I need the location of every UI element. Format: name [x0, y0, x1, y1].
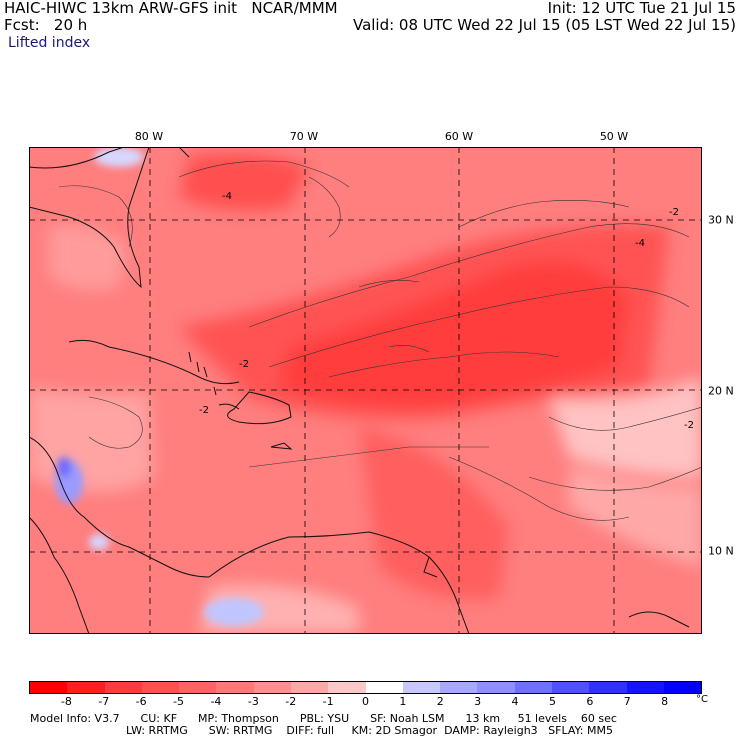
model-title: HAIC-HIWC 13km ARW-GFS init NCAR/MMM — [4, 0, 338, 17]
lat-label-10n: 10 N — [708, 544, 734, 558]
map-frame — [29, 147, 702, 634]
colorbar-tick-label: 1 — [399, 695, 407, 708]
lon-label-80w: 80 W — [134, 130, 164, 143]
model-info-row1: Model Info: V3.7 CU: KF MP: Thompson PBL… — [30, 712, 617, 725]
colorbar-swatch — [328, 682, 366, 693]
map-svg: -4 -2 -4 -2 -2 -2 — [28, 146, 703, 635]
lat-label-20n: 20 N — [708, 384, 734, 398]
li-contours — [58, 160, 703, 521]
colorbar-tick-label: -6 — [135, 695, 147, 708]
forecast-hour: Fcst: 20 h — [4, 16, 88, 34]
contour-label: -2 — [669, 207, 679, 218]
colorbar-swatch — [663, 682, 702, 693]
colorbar-tick-label: 0 — [362, 695, 369, 708]
colorbar-swatch — [104, 682, 142, 693]
colorbar-swatch — [253, 682, 291, 693]
init-time: Init: 12 UTC Tue 21 Jul 15 — [547, 0, 736, 17]
colorbar-tick-label: -5 — [173, 695, 185, 708]
contour-label: -4 — [635, 238, 645, 249]
colorbar — [29, 681, 702, 694]
colorbar-swatch — [626, 682, 664, 693]
graticule — [29, 147, 702, 634]
model-info-row2: LW: RRTMG SW: RRTMG DIFF: full KM: 2D Sm… — [126, 724, 613, 737]
colorbar-ticks: -8 -7 -6 -5 -4 -3 -2 -1 0 1 2 3 4 5 6 7 8 — [29, 694, 702, 710]
colorbar-tick-label: -1 — [322, 695, 334, 708]
colorbar-swatch — [290, 682, 329, 693]
colorbar-tick-label: 6 — [586, 695, 594, 708]
colorbar-tick-label: 7 — [623, 695, 631, 708]
contour-label: -2 — [239, 359, 249, 370]
colorbar-tick-label: 3 — [474, 695, 482, 708]
colorbar-tick-label: 5 — [548, 695, 556, 708]
positive-li-patches — [55, 147, 264, 626]
lon-label-70w: 70 W — [289, 130, 319, 143]
colorbar-swatch — [216, 682, 254, 693]
coastlines — [28, 146, 690, 635]
contour-label: -2 — [684, 420, 694, 431]
colorbar-swatch — [440, 682, 478, 693]
lifted-index-map: -4 -2 -4 -2 -2 -2 — [28, 146, 703, 635]
colorbar-swatch — [514, 682, 552, 693]
colorbar-swatch — [365, 682, 403, 693]
lat-label-30n: 30 N — [708, 213, 734, 227]
colorbar-swatch — [67, 682, 105, 693]
shading-layer — [29, 153, 702, 634]
colorbar-swatch — [402, 682, 441, 693]
lon-label-60w: 60 W — [444, 130, 474, 143]
colorbar-swatch — [477, 682, 515, 693]
colorbar-tick-label: -7 — [98, 695, 110, 708]
field-name: Lifted index — [8, 35, 91, 51]
colorbar-tick-label: 2 — [436, 695, 444, 708]
colorbar-tick-label: 4 — [511, 695, 519, 708]
lon-label-50w: 50 W — [599, 130, 629, 143]
colorbar-swatch — [141, 682, 180, 693]
colorbar-tick-label: -3 — [247, 695, 259, 708]
colorbar-tick-label: 8 — [661, 695, 669, 708]
colorbar-swatch — [179, 682, 217, 693]
colorbar-tick-label: -8 — [60, 695, 72, 708]
valid-time: Valid: 08 UTC Wed 22 Jul 15 (05 LST Wed … — [352, 16, 736, 34]
colorbar-tick-label: -4 — [210, 695, 222, 708]
colorbar-swatch — [551, 682, 590, 693]
colorbar-swatch — [30, 682, 68, 693]
contour-label: -4 — [222, 191, 232, 202]
colorbar-unit: °C — [696, 694, 708, 705]
colorbar-swatch — [589, 682, 627, 693]
colorbar-tick-label: -2 — [285, 695, 297, 708]
contour-label: -2 — [199, 405, 209, 416]
